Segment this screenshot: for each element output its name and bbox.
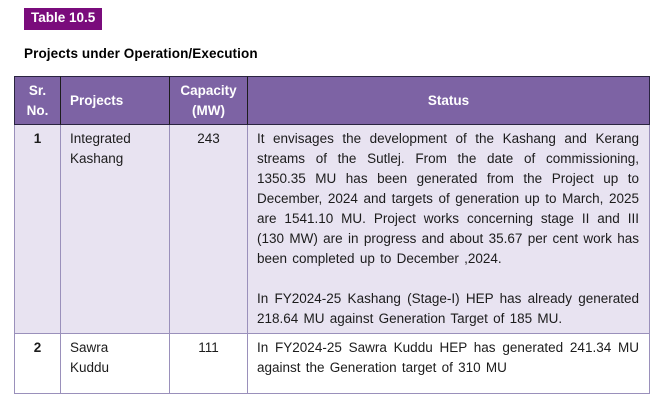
row2-project-name: Sawra Kuddu xyxy=(70,339,110,375)
row1-capacity: 243 xyxy=(170,124,248,334)
table-number-label: Table 10.5 xyxy=(24,8,103,30)
table-row: 1 Integrated Kashang 243 It envisages th… xyxy=(14,124,650,334)
column-header-projects: Projects xyxy=(61,75,170,125)
row2-capacity: 111 xyxy=(170,333,248,394)
row2-status-paragraph-1: In FY2024-25 Sawra Kuddu HEP has generat… xyxy=(257,339,639,375)
column-header-sr-no: Sr. No. xyxy=(14,75,61,125)
table-row: 2 Sawra Kuddu 111 In FY2024-25 Sawra Kud… xyxy=(14,333,650,394)
column-header-capacity: Capacity (MW) xyxy=(170,75,248,125)
table-title: Projects under Operation/Execution xyxy=(24,45,258,61)
row2-status: In FY2024-25 Sawra Kuddu HEP has generat… xyxy=(248,333,650,394)
row1-status: It envisages the development of the Kash… xyxy=(248,124,650,334)
row1-status-paragraph-2: In FY2024-25 Kashang (Stage-I) HEP has a… xyxy=(257,290,639,326)
table-header-row: Sr. No. Projects Capacity (MW) Status xyxy=(14,75,650,125)
row2-project: Sawra Kuddu xyxy=(61,333,170,394)
row1-status-paragraph-1: It envisages the development of the Kash… xyxy=(257,130,639,266)
row1-project: Integrated Kashang xyxy=(61,124,170,334)
row1-sr-no: 1 xyxy=(14,124,61,334)
column-header-status: Status xyxy=(248,75,650,125)
projects-table: Sr. No. Projects Capacity (MW) Status 1 … xyxy=(14,75,650,394)
row2-sr-no: 2 xyxy=(14,333,61,394)
row1-project-name: Integrated Kashang xyxy=(70,130,131,166)
